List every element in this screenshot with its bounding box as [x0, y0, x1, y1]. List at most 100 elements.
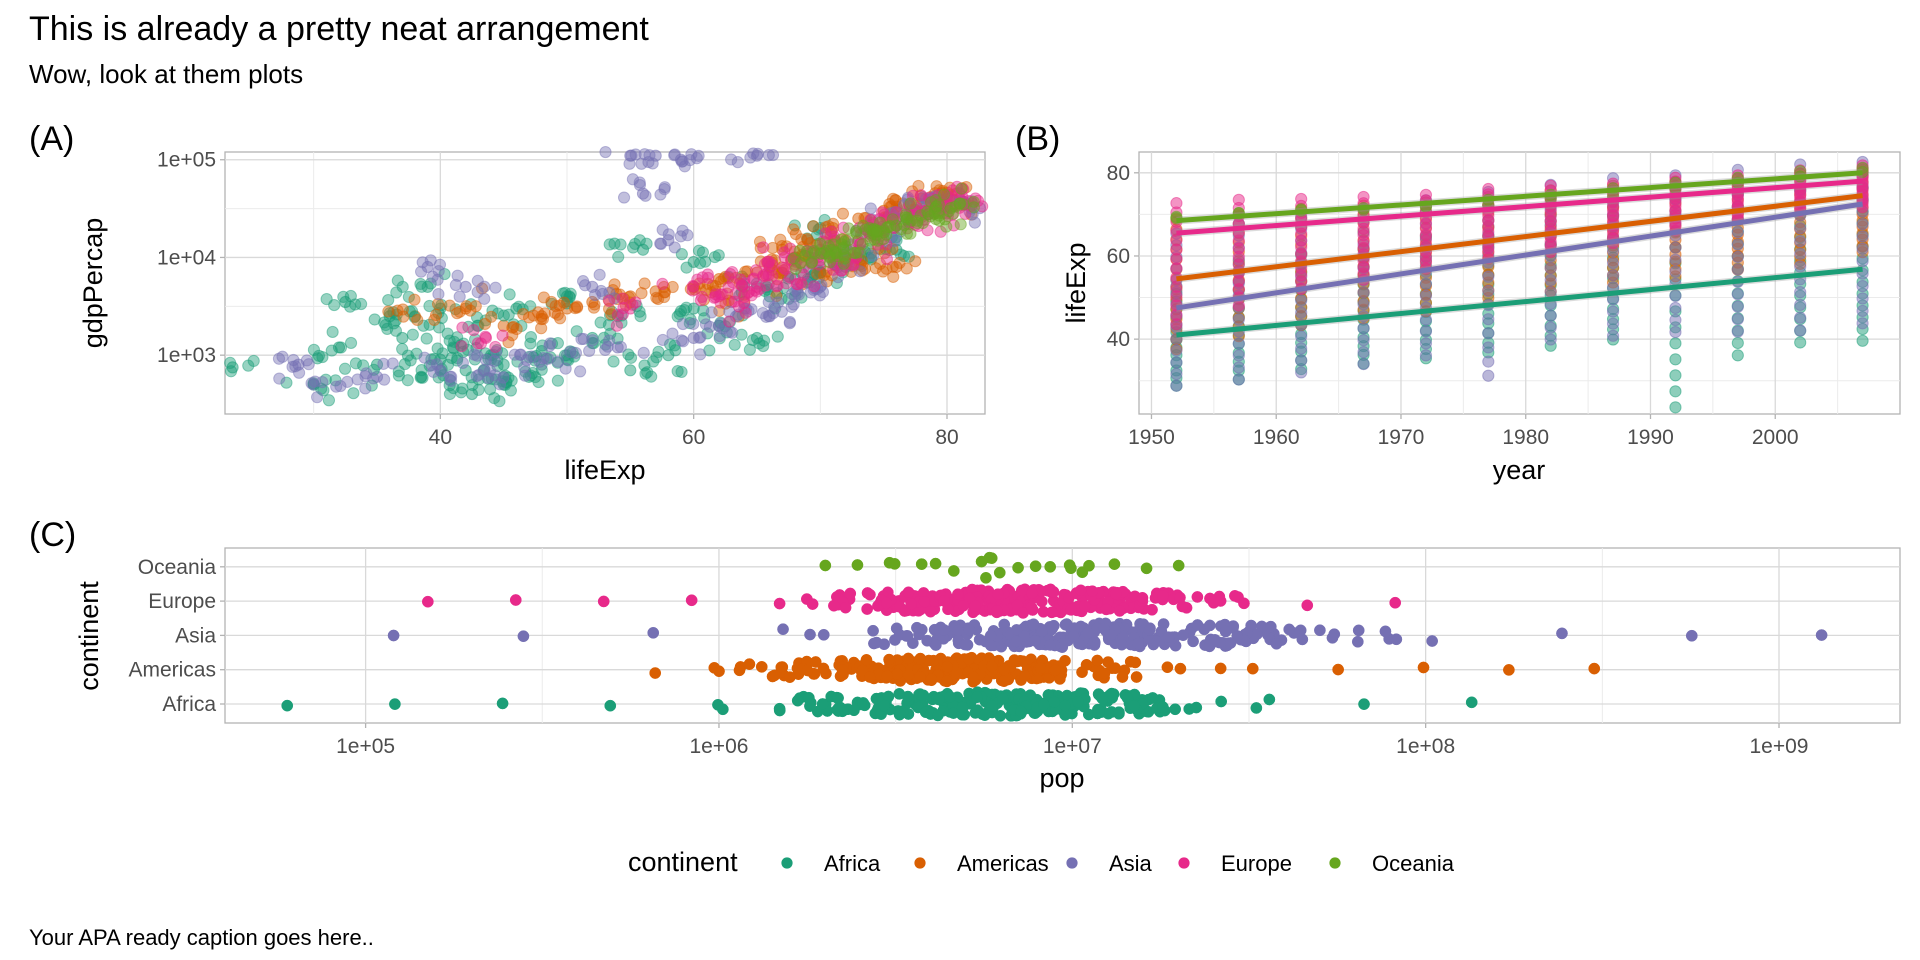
panel-a-point-africa [622, 348, 635, 361]
panel-b-x-tick-label: 1980 [1502, 426, 1549, 449]
panel-a-point-americas [947, 193, 960, 206]
panel-a-point-asia [900, 213, 913, 226]
panel-a-point-americas [945, 188, 958, 201]
panel-a-point-americas [428, 313, 441, 326]
panel-a-point-asia [599, 343, 612, 356]
panel-a-point-africa [723, 315, 737, 328]
panel-c-point-oceania [993, 566, 1006, 579]
panel-a-point-americas [824, 228, 837, 241]
panel-a-point-asia [378, 373, 391, 386]
panel-a-point-asia [537, 352, 550, 365]
panel-a-point-africa [831, 261, 844, 274]
panel-c-point-oceania [851, 559, 864, 571]
panel-b-tag: (B) [1015, 120, 1060, 158]
panel-a-point-americas [825, 225, 838, 238]
panel-a-point-oceania [902, 216, 916, 229]
panel-a-point-europe [467, 323, 480, 337]
panel-a-point-africa [587, 337, 600, 350]
panel-a-point-americas [884, 200, 897, 213]
panel-a-point-africa [403, 305, 416, 318]
panel-a-point-americas [638, 277, 651, 290]
panel-a-point-asia [811, 282, 824, 296]
panel-c-y-tick-label: Americas [128, 659, 216, 682]
panel-a-point-africa [461, 343, 474, 356]
panel-a-point-africa [441, 327, 454, 340]
panel-a-point-asia [666, 327, 679, 340]
panel-b-point-asia [1357, 298, 1370, 311]
panel-a-point-europe [807, 251, 820, 265]
panel-a-point-asia [351, 373, 364, 386]
panel-c-y-tick-label: Asia [175, 624, 216, 647]
panel-c-point-africa [848, 704, 860, 717]
panel-c-point-asia [1314, 624, 1326, 637]
panel-a-x-tick-label: 80 [935, 426, 958, 449]
panel-a-point-asia [703, 320, 717, 333]
panel-a-point-africa [811, 237, 824, 251]
panel-a-point-europe [763, 260, 776, 274]
panel-a-point-africa [897, 249, 911, 263]
panel-a-point-oceania [940, 201, 954, 215]
panel-a-point-asia [574, 365, 587, 378]
panel-a-point-asia [334, 379, 347, 393]
panel-a-point-africa [434, 302, 447, 315]
panel-a-point-africa [357, 359, 370, 372]
panel-a-point-americas [887, 208, 900, 221]
panel-a-point-americas [828, 235, 841, 249]
panel-c-point-asia [1283, 623, 1296, 636]
panel-c-point-americas [941, 660, 954, 673]
panel-a-point-americas [459, 302, 472, 315]
panel-a-point-asia [415, 265, 428, 278]
panel-a-point-oceania [794, 256, 808, 270]
panel-a-point-americas [930, 180, 943, 193]
panel-c-point-europe [918, 595, 931, 608]
panel-b-x-axis-title: year [1493, 455, 1546, 485]
panel-a-point-africa [414, 371, 427, 384]
panel-a-point-oceania [890, 219, 903, 233]
panel-a-point-asia [490, 345, 503, 359]
panel-a-point-americas [852, 212, 865, 225]
panel-a-point-americas [864, 214, 877, 227]
panel-c-point-asia [867, 624, 879, 637]
panel-a-point-asia [658, 182, 671, 196]
panel-b-point-europe [1295, 192, 1308, 206]
panel-c-point-americas [1503, 664, 1515, 676]
panel-a-y-tick-label: 1e+04 [157, 246, 216, 269]
panel-c-point-africa [496, 697, 509, 710]
panel-b-point-asia [1419, 289, 1433, 302]
panel-a-point-africa [862, 242, 875, 256]
panel-a-point-americas [658, 286, 672, 299]
panel-a-point-africa [311, 352, 324, 365]
panel-a-point-americas [586, 295, 599, 309]
panel-a-point-europe [739, 306, 752, 319]
panel-a-point-africa [401, 349, 415, 362]
panel-a-point-americas [754, 242, 767, 255]
panel-c-point-africa [893, 688, 906, 700]
panel-c-point-europe [597, 595, 610, 608]
panel-a-point-asia [857, 227, 870, 240]
panel-a-point-europe [694, 294, 708, 307]
panel-a-point-asia [586, 280, 599, 293]
panel-c-point-asia [1815, 629, 1828, 641]
panel-a-point-americas [885, 200, 898, 213]
panel-a-point-asia [544, 337, 557, 350]
panel-a-point-africa [446, 341, 460, 354]
panel-a-point-africa [680, 261, 693, 274]
panel-a-point-africa [468, 353, 481, 366]
panel-c-point-africa [1128, 699, 1141, 712]
panel-a-point-europe [759, 279, 773, 292]
panel-a-point-americas [453, 305, 466, 318]
panel-a-point-africa [862, 251, 875, 265]
panel-a-point-asia [668, 241, 681, 254]
panel-a-point-europe [479, 330, 492, 343]
panel-c-point-europe [969, 600, 982, 612]
panel-a-point-europe [716, 288, 729, 301]
panel-a-point-africa [398, 357, 411, 371]
panel-a-point-africa [511, 355, 524, 368]
panel-a-point-africa [447, 342, 460, 355]
panel-c-point-europe [806, 598, 819, 610]
panel-a-point-africa [406, 328, 419, 341]
panel-a-point-asia [520, 354, 533, 367]
panel-a-point-americas [889, 194, 902, 207]
panel-a-point-africa [415, 280, 428, 293]
panel-c-point-africa [986, 699, 998, 712]
